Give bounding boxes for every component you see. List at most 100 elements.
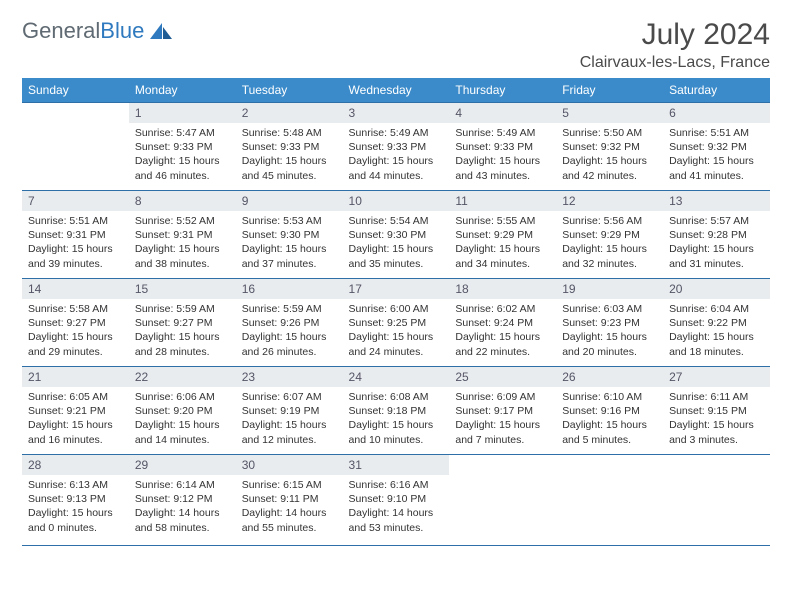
sunrise-text: Sunrise: 6:08 AM bbox=[349, 390, 444, 404]
sunrise-text: Sunrise: 5:59 AM bbox=[135, 302, 230, 316]
daylight-text: Daylight: 15 hours and 14 minutes. bbox=[135, 418, 230, 446]
sunset-text: Sunset: 9:13 PM bbox=[28, 492, 123, 506]
sunset-text: Sunset: 9:26 PM bbox=[242, 316, 337, 330]
daylight-text: Daylight: 15 hours and 28 minutes. bbox=[135, 330, 230, 358]
day-number: 10 bbox=[343, 191, 450, 211]
day-number: 31 bbox=[343, 455, 450, 475]
day-content: Sunrise: 5:54 AMSunset: 9:30 PMDaylight:… bbox=[343, 211, 450, 275]
day-number: 22 bbox=[129, 367, 236, 387]
sunset-text: Sunset: 9:33 PM bbox=[135, 140, 230, 154]
day-cell: 20Sunrise: 6:04 AMSunset: 9:22 PMDayligh… bbox=[663, 279, 770, 367]
day-cell: 7Sunrise: 5:51 AMSunset: 9:31 PMDaylight… bbox=[22, 191, 129, 279]
day-content: Sunrise: 6:06 AMSunset: 9:20 PMDaylight:… bbox=[129, 387, 236, 451]
sunrise-text: Sunrise: 6:04 AM bbox=[669, 302, 764, 316]
day-cell: 2Sunrise: 5:48 AMSunset: 9:33 PMDaylight… bbox=[236, 103, 343, 191]
sunset-text: Sunset: 9:17 PM bbox=[455, 404, 550, 418]
sunset-text: Sunset: 9:27 PM bbox=[135, 316, 230, 330]
day-content: Sunrise: 6:16 AMSunset: 9:10 PMDaylight:… bbox=[343, 475, 450, 539]
sunrise-text: Sunrise: 5:49 AM bbox=[349, 126, 444, 140]
day-content: Sunrise: 6:10 AMSunset: 9:16 PMDaylight:… bbox=[556, 387, 663, 451]
sunset-text: Sunset: 9:33 PM bbox=[455, 140, 550, 154]
logo-text-b: Blue bbox=[100, 18, 144, 44]
sunrise-text: Sunrise: 5:59 AM bbox=[242, 302, 337, 316]
daylight-text: Daylight: 15 hours and 32 minutes. bbox=[562, 242, 657, 270]
week-row: 1Sunrise: 5:47 AMSunset: 9:33 PMDaylight… bbox=[22, 103, 770, 191]
day-content: Sunrise: 6:04 AMSunset: 9:22 PMDaylight:… bbox=[663, 299, 770, 363]
day-content: Sunrise: 5:58 AMSunset: 9:27 PMDaylight:… bbox=[22, 299, 129, 363]
sunset-text: Sunset: 9:29 PM bbox=[455, 228, 550, 242]
calendar-body: 1Sunrise: 5:47 AMSunset: 9:33 PMDaylight… bbox=[22, 103, 770, 545]
day-number: 13 bbox=[663, 191, 770, 211]
daylight-text: Daylight: 15 hours and 29 minutes. bbox=[28, 330, 123, 358]
day-cell: 9Sunrise: 5:53 AMSunset: 9:30 PMDaylight… bbox=[236, 191, 343, 279]
day-number: 12 bbox=[556, 191, 663, 211]
day-number: 9 bbox=[236, 191, 343, 211]
day-content: Sunrise: 6:13 AMSunset: 9:13 PMDaylight:… bbox=[22, 475, 129, 539]
day-content: Sunrise: 6:09 AMSunset: 9:17 PMDaylight:… bbox=[449, 387, 556, 451]
day-cell: 23Sunrise: 6:07 AMSunset: 9:19 PMDayligh… bbox=[236, 367, 343, 455]
day-content: Sunrise: 5:48 AMSunset: 9:33 PMDaylight:… bbox=[236, 123, 343, 187]
sunrise-text: Sunrise: 5:55 AM bbox=[455, 214, 550, 228]
daylight-text: Daylight: 15 hours and 3 minutes. bbox=[669, 418, 764, 446]
day-cell bbox=[22, 103, 129, 191]
sunset-text: Sunset: 9:31 PM bbox=[28, 228, 123, 242]
sunrise-text: Sunrise: 6:05 AM bbox=[28, 390, 123, 404]
day-cell bbox=[663, 455, 770, 545]
calendar-table: SundayMondayTuesdayWednesdayThursdayFrid… bbox=[22, 78, 770, 545]
day-cell: 4Sunrise: 5:49 AMSunset: 9:33 PMDaylight… bbox=[449, 103, 556, 191]
sunset-text: Sunset: 9:27 PM bbox=[28, 316, 123, 330]
day-number: 25 bbox=[449, 367, 556, 387]
sunrise-text: Sunrise: 6:07 AM bbox=[242, 390, 337, 404]
week-row: 14Sunrise: 5:58 AMSunset: 9:27 PMDayligh… bbox=[22, 279, 770, 367]
dayname-tuesday: Tuesday bbox=[236, 78, 343, 103]
day-cell: 22Sunrise: 6:06 AMSunset: 9:20 PMDayligh… bbox=[129, 367, 236, 455]
sunrise-text: Sunrise: 5:58 AM bbox=[28, 302, 123, 316]
day-number: 2 bbox=[236, 103, 343, 123]
sunrise-text: Sunrise: 6:13 AM bbox=[28, 478, 123, 492]
sunrise-text: Sunrise: 5:51 AM bbox=[28, 214, 123, 228]
daylight-text: Daylight: 14 hours and 53 minutes. bbox=[349, 506, 444, 534]
header: GeneralBlue July 2024 Clairvaux-les-Lacs… bbox=[22, 18, 770, 72]
sunrise-text: Sunrise: 6:14 AM bbox=[135, 478, 230, 492]
sunrise-text: Sunrise: 5:54 AM bbox=[349, 214, 444, 228]
sunset-text: Sunset: 9:23 PM bbox=[562, 316, 657, 330]
day-number: 24 bbox=[343, 367, 450, 387]
sunrise-text: Sunrise: 6:02 AM bbox=[455, 302, 550, 316]
day-content: Sunrise: 5:55 AMSunset: 9:29 PMDaylight:… bbox=[449, 211, 556, 275]
day-cell: 6Sunrise: 5:51 AMSunset: 9:32 PMDaylight… bbox=[663, 103, 770, 191]
day-cell: 29Sunrise: 6:14 AMSunset: 9:12 PMDayligh… bbox=[129, 455, 236, 545]
daylight-text: Daylight: 15 hours and 46 minutes. bbox=[135, 154, 230, 182]
dayname-sunday: Sunday bbox=[22, 78, 129, 103]
day-content: Sunrise: 6:02 AMSunset: 9:24 PMDaylight:… bbox=[449, 299, 556, 363]
day-number: 7 bbox=[22, 191, 129, 211]
day-cell: 10Sunrise: 5:54 AMSunset: 9:30 PMDayligh… bbox=[343, 191, 450, 279]
daylight-text: Daylight: 15 hours and 16 minutes. bbox=[28, 418, 123, 446]
daylight-text: Daylight: 15 hours and 5 minutes. bbox=[562, 418, 657, 446]
day-content: Sunrise: 6:11 AMSunset: 9:15 PMDaylight:… bbox=[663, 387, 770, 451]
day-number: 8 bbox=[129, 191, 236, 211]
daylight-text: Daylight: 15 hours and 18 minutes. bbox=[669, 330, 764, 358]
sunrise-text: Sunrise: 5:49 AM bbox=[455, 126, 550, 140]
sunset-text: Sunset: 9:15 PM bbox=[669, 404, 764, 418]
day-number: 28 bbox=[22, 455, 129, 475]
daylight-text: Daylight: 15 hours and 26 minutes. bbox=[242, 330, 337, 358]
sunrise-text: Sunrise: 6:00 AM bbox=[349, 302, 444, 316]
daylight-text: Daylight: 15 hours and 45 minutes. bbox=[242, 154, 337, 182]
sunset-text: Sunset: 9:20 PM bbox=[135, 404, 230, 418]
day-content: Sunrise: 6:14 AMSunset: 9:12 PMDaylight:… bbox=[129, 475, 236, 539]
sunrise-text: Sunrise: 5:53 AM bbox=[242, 214, 337, 228]
day-number: 19 bbox=[556, 279, 663, 299]
daylight-text: Daylight: 15 hours and 38 minutes. bbox=[135, 242, 230, 270]
sunset-text: Sunset: 9:30 PM bbox=[349, 228, 444, 242]
sunset-text: Sunset: 9:10 PM bbox=[349, 492, 444, 506]
logo: GeneralBlue bbox=[22, 18, 174, 44]
day-content: Sunrise: 6:03 AMSunset: 9:23 PMDaylight:… bbox=[556, 299, 663, 363]
day-cell: 17Sunrise: 6:00 AMSunset: 9:25 PMDayligh… bbox=[343, 279, 450, 367]
sunrise-text: Sunrise: 6:09 AM bbox=[455, 390, 550, 404]
day-number: 30 bbox=[236, 455, 343, 475]
day-cell: 15Sunrise: 5:59 AMSunset: 9:27 PMDayligh… bbox=[129, 279, 236, 367]
day-cell: 8Sunrise: 5:52 AMSunset: 9:31 PMDaylight… bbox=[129, 191, 236, 279]
sunrise-text: Sunrise: 5:57 AM bbox=[669, 214, 764, 228]
day-cell: 21Sunrise: 6:05 AMSunset: 9:21 PMDayligh… bbox=[22, 367, 129, 455]
day-number: 23 bbox=[236, 367, 343, 387]
